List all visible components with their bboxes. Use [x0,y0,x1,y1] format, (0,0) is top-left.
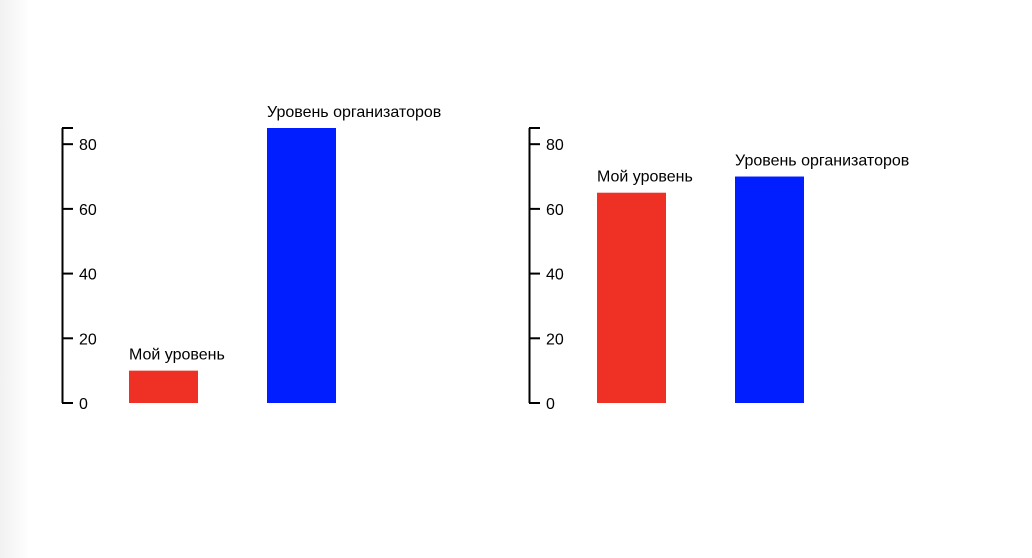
y-tick-label-60: 60 [79,202,97,219]
bar-my-level-label-2: Мой уровень [597,169,693,186]
left-edge-shade [0,0,30,558]
bar-organizers-level-label-2: Уровень организаторов [735,153,909,170]
bar-organizers-level-1 [267,128,336,403]
y-tick-label-80: 80 [546,137,564,154]
y-tick-label-0: 0 [546,396,555,413]
y-tick-label-80: 80 [79,137,97,154]
bar-my-level-2 [597,192,666,403]
bar-my-level-label-1: Мой уровень [129,347,225,364]
y-tick-label-20: 20 [79,331,97,348]
y-tick-label-40: 40 [79,267,97,284]
bar-organizers-level-2 [735,176,804,403]
y-tick-label-0: 0 [79,396,88,413]
y-tick-label-40: 40 [546,267,564,284]
bar-my-level-1 [129,370,198,403]
bar-organizers-level-label-1: Уровень организаторов [267,104,441,121]
y-tick-label-60: 60 [546,202,564,219]
y-tick-label-20: 20 [546,331,564,348]
